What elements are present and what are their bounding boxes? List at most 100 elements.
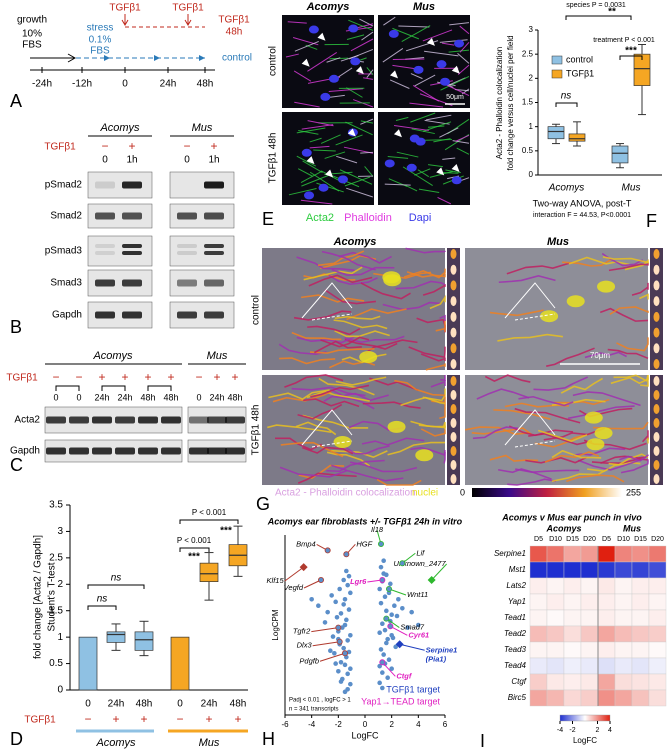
pointer [284, 566, 304, 582]
band [177, 279, 197, 287]
label: Two-way ANOVA, post-T [533, 198, 632, 208]
gene-label: Unknown_2477 [394, 559, 447, 568]
fiber [307, 52, 338, 72]
legend-label: Yap1→TEAD target [361, 696, 440, 706]
label: control [251, 295, 262, 325]
label: 0 [76, 392, 81, 402]
band [69, 447, 89, 455]
fiber [335, 134, 363, 146]
fiber [361, 437, 425, 446]
band [115, 447, 135, 455]
fiber [619, 454, 649, 462]
side-dot [450, 359, 457, 369]
fiber [362, 401, 421, 409]
fiber [439, 127, 459, 138]
heat-cell [631, 609, 650, 627]
fiber [610, 376, 649, 385]
label: − [183, 139, 190, 153]
label: 48h [226, 27, 243, 38]
nucleus [359, 351, 378, 364]
label: + [234, 712, 241, 726]
micrograph [378, 112, 470, 205]
label: FBS [90, 46, 110, 57]
label: *** [220, 526, 232, 537]
x-axis-title: LogFC [351, 730, 379, 740]
box [199, 562, 219, 582]
fiber [309, 137, 322, 143]
fiber [303, 398, 360, 408]
y-tick-label: 2 [57, 579, 63, 590]
label: 4 [608, 727, 612, 734]
band [95, 251, 115, 255]
band [122, 251, 142, 255]
heat-cell [580, 657, 599, 675]
chart-title: Acomys v Mus ear punch in vivo [501, 512, 642, 522]
fiber [394, 124, 429, 131]
fiber [567, 405, 635, 420]
fiber [285, 53, 299, 58]
blot [44, 406, 183, 434]
fiber [457, 64, 470, 75]
label: pSmad2 [45, 180, 83, 191]
label: D20 [651, 536, 664, 543]
fiber [345, 121, 373, 136]
band [92, 416, 112, 424]
fiber [313, 149, 336, 152]
y-axis-title: fold change [Acta2 / Gapdh] [33, 535, 44, 659]
fiber [457, 52, 470, 64]
label: 0 [184, 155, 190, 166]
treatment-label: TGFβ1 [6, 373, 38, 384]
fiber [310, 384, 370, 398]
point [380, 621, 385, 627]
fiber [330, 449, 388, 459]
fiber [607, 348, 649, 360]
point [380, 685, 385, 691]
label: Mus [192, 122, 213, 134]
arrowhead [355, 66, 364, 75]
fiber [284, 374, 344, 388]
fiber [384, 183, 411, 186]
label: stress [87, 23, 114, 34]
heat-cell [546, 609, 565, 627]
point [396, 596, 401, 602]
fiber [405, 247, 446, 254]
side-dot [653, 376, 660, 386]
fiber [293, 310, 352, 321]
fiber [296, 256, 355, 272]
y-tick-label: 3 [529, 25, 534, 34]
label: 1h [208, 155, 219, 166]
fiber [639, 293, 649, 300]
heat-cell [631, 657, 650, 675]
legend-label: control [566, 54, 593, 64]
bar [78, 636, 98, 691]
heat-cell [546, 545, 565, 563]
fiber [361, 31, 374, 41]
chart-title: Acomys ear fibroblasts +/- TGFβ1 24h in … [267, 516, 463, 526]
label: Mus [207, 350, 228, 362]
fiber [608, 263, 649, 272]
gene-point [343, 551, 350, 558]
gene-point [387, 623, 394, 630]
gene-label: Lif [416, 548, 425, 557]
heat-cell [546, 625, 565, 643]
side-dot [653, 296, 660, 307]
fiber [437, 197, 452, 205]
label: 24h [209, 392, 224, 402]
band [95, 311, 115, 319]
gene-label: Tgfr2 [293, 627, 311, 636]
heat-cell [597, 577, 616, 595]
heat-cell [546, 577, 565, 595]
arrowhead [104, 55, 110, 61]
band [207, 416, 227, 424]
blot [169, 235, 235, 267]
box [611, 145, 629, 164]
heat-cell [563, 689, 582, 707]
label: − [101, 139, 108, 153]
label: − [176, 712, 183, 726]
label: TGFβ1 48h [268, 133, 279, 184]
label: -4 [557, 727, 563, 734]
heat-cell [597, 673, 616, 691]
arrowhead [306, 156, 315, 165]
annotation-arrow [301, 282, 353, 319]
